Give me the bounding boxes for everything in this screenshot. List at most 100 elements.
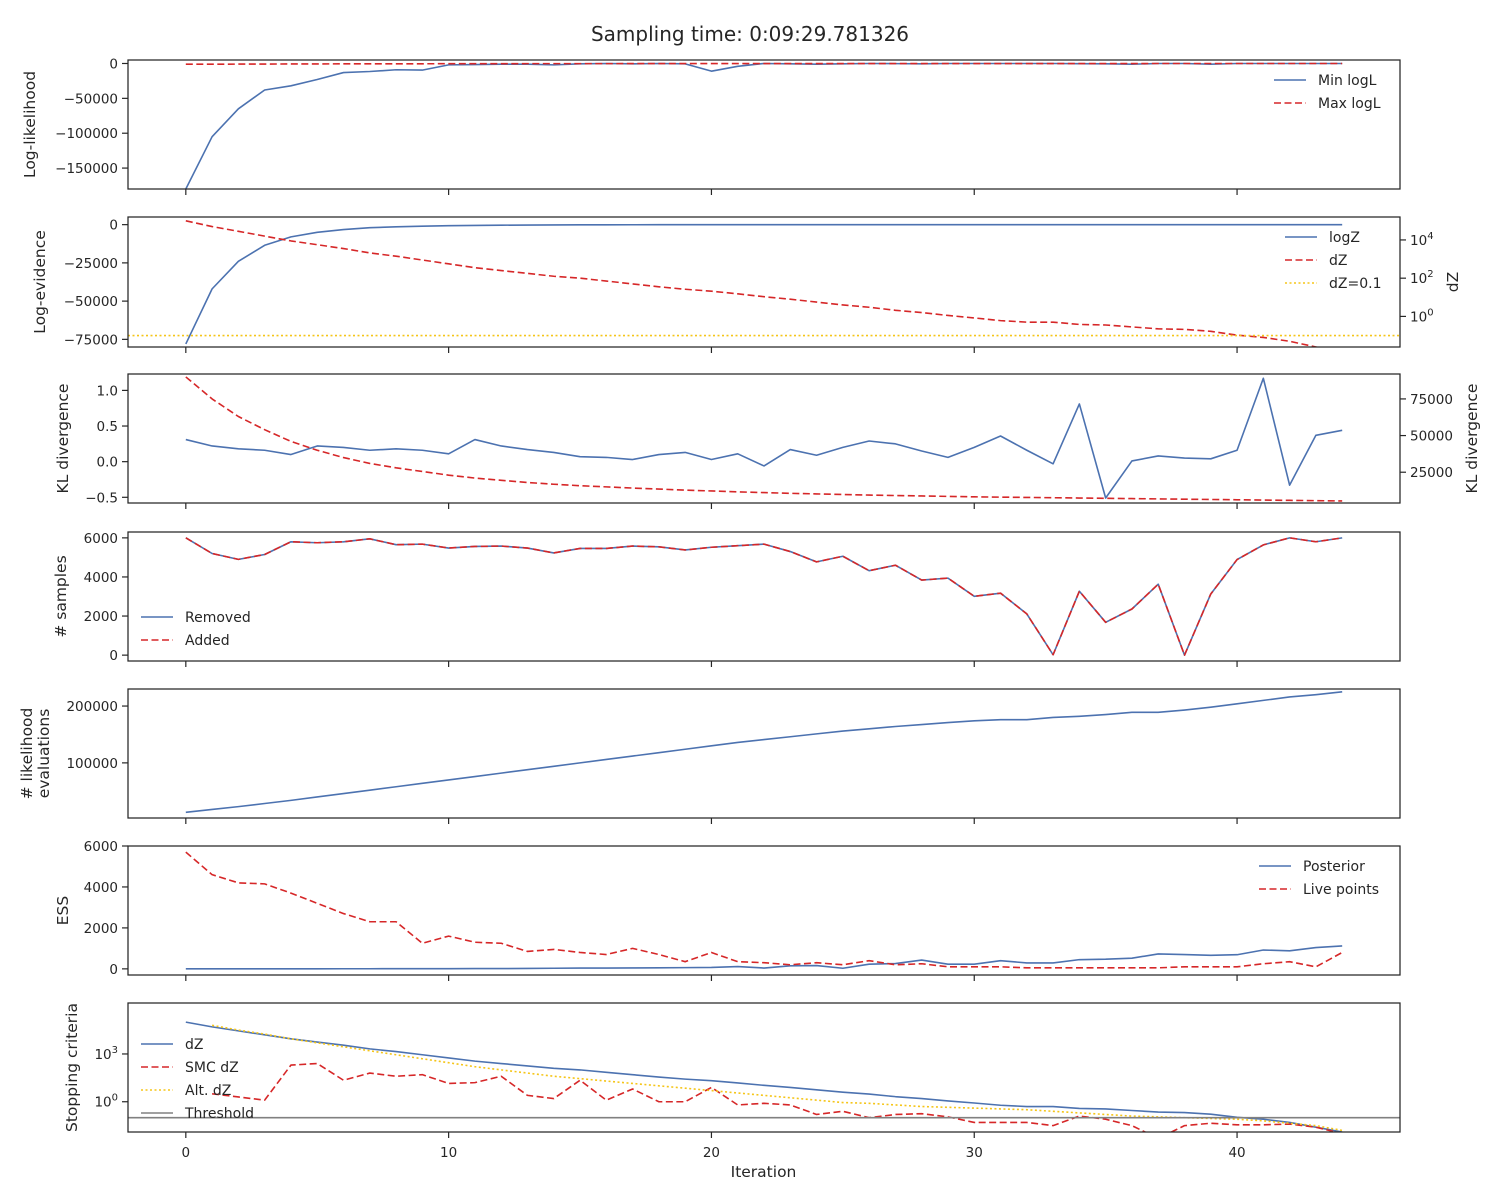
y-tick-label: 2000: [84, 609, 118, 625]
y-tick-label: 0: [109, 962, 118, 978]
series-line-live-points: [185, 851, 1343, 969]
legend-label: Alt. dZ: [185, 1083, 231, 1099]
y-axis-label: # samples: [52, 555, 70, 637]
plot-frame: [127, 373, 1401, 504]
y-tick-label: −0.5: [85, 490, 118, 506]
plot-frame: [127, 216, 1401, 348]
y-tick-label: −50000: [64, 294, 118, 310]
series-group: [128, 220, 1400, 347]
panel-2: 0 −25000 −50000 −75000 104 102 100 Log-evidence…: [31, 216, 1462, 353]
legend-label: dZ=0.1: [1329, 276, 1381, 292]
y-tick-label: 0.0: [97, 455, 118, 471]
series-group: [185, 537, 1343, 656]
legend-label: Removed: [185, 610, 251, 626]
plot-frame: [127, 531, 1401, 662]
series-line-line-1: [185, 691, 1343, 814]
series-line-posterior: [185, 945, 1343, 970]
y-tick-label: 6000: [84, 531, 118, 547]
panel-7: 0 10 20 30 40 103 100 Stopping criteria dZ SMC dZ…: [63, 1002, 1401, 1161]
plot-frame: [127, 688, 1401, 819]
series-line-removed: [185, 537, 1343, 656]
y-axis-label: Stopping criteria: [63, 1003, 81, 1132]
plot-frame: [127, 845, 1401, 976]
legend-label: logZ: [1329, 230, 1360, 246]
plot-frame: [127, 1002, 1401, 1133]
panel-4: 6000 4000 2000 0 # samples Removed Added: [52, 531, 1401, 667]
x-tick-label: 30: [966, 1145, 983, 1161]
series-line-alt-dz: [211, 1024, 1343, 1132]
legend-label: Posterior: [1303, 859, 1365, 875]
legend: Removed Added: [141, 610, 251, 649]
series-line-dz: [185, 1021, 1343, 1132]
y-tick-label: −100000: [55, 126, 118, 142]
y-tick-label: 100000: [66, 756, 118, 772]
legend-label: Min logL: [1318, 73, 1377, 89]
y2-tick-label: 104: [1410, 231, 1434, 249]
x-tick-label: 40: [1228, 1145, 1245, 1161]
x-axis-label: Iteration: [730, 1163, 797, 1181]
y2-axis-label: dZ: [1444, 272, 1462, 292]
y-tick-label: 0.5: [97, 419, 118, 435]
series-line-line-1: [185, 377, 1343, 499]
legend: logZ dZ dZ=0.1: [1285, 230, 1381, 292]
y-tick-label: 6000: [84, 839, 118, 855]
x-tick-label: 0: [182, 1145, 191, 1161]
y-axis-label: ESS: [54, 896, 72, 925]
y2-tick-label: 102: [1410, 269, 1434, 287]
series-group: [185, 62, 1343, 189]
series-line-logz: [185, 223, 1343, 345]
series-group: [185, 691, 1343, 814]
legend-label: dZ: [1329, 253, 1347, 269]
x-tick-label: 10: [440, 1145, 457, 1161]
y-tick-label: −25000: [64, 256, 118, 272]
y-tick-label: −75000: [64, 332, 118, 348]
panel-6: 6000 4000 2000 0 ESS Posterior Live points: [54, 839, 1401, 981]
y2-tick-label: 50000: [1410, 429, 1453, 445]
series-line-line-2: [185, 376, 1343, 502]
legend: Posterior Live points: [1259, 859, 1379, 898]
panel-5: 200000 100000 # likelihoodevaluations: [18, 688, 1401, 824]
series-line-added: [185, 537, 1343, 656]
legend-label: dZ: [185, 1037, 203, 1053]
y2-axis-label: KL divergence: [1463, 384, 1481, 494]
legend: dZ SMC dZ Alt. dZ Threshold: [141, 1037, 254, 1122]
legend: Min logL Max logL: [1274, 73, 1381, 112]
y-tick-label: −150000: [55, 161, 118, 177]
y-tick-label: −50000: [64, 91, 118, 107]
y-tick-label: 1.0: [97, 383, 118, 399]
y-axis-label: Log-likelihood: [21, 71, 39, 178]
series-line-min-logl: [185, 62, 1343, 189]
y-tick-label: 2000: [84, 921, 118, 937]
y-axis-label: # likelihoodevaluations: [18, 708, 53, 800]
x-tick-label: 20: [703, 1145, 720, 1161]
y-tick-label: 0: [109, 56, 118, 72]
legend-label: Max logL: [1318, 96, 1381, 112]
series-line-max-logl: [185, 62, 1343, 65]
legend-label: Threshold: [184, 1106, 254, 1122]
y-tick-label: 200000: [66, 699, 118, 715]
panel-1: 0 −50000 −100000 −150000 Log-likelihood Min l…: [21, 56, 1401, 195]
plot-frame: [127, 59, 1401, 190]
y2-tick-label: 100: [1410, 307, 1434, 325]
legend-label: SMC dZ: [185, 1060, 239, 1076]
y2-tick-label: 75000: [1410, 392, 1453, 408]
y-axis-label: KL divergence: [54, 384, 72, 494]
legend-label: Live points: [1303, 882, 1379, 898]
series-group: [185, 376, 1343, 502]
y-tick-label: 0: [109, 218, 118, 234]
y-tick-label: 4000: [84, 570, 118, 586]
y-tick-label: 100: [94, 1093, 118, 1111]
y2-tick-label: 25000: [1410, 465, 1453, 481]
y-tick-label: 4000: [84, 880, 118, 896]
y-tick-label: 103: [94, 1045, 118, 1063]
legend-label: Added: [185, 633, 230, 649]
panel-3: 1.0 0.5 0.0 −0.5 75000 50000 25000 KL divergenc…: [54, 373, 1481, 509]
series-line-smc-dz: [212, 1062, 1340, 1132]
series-line-dz: [185, 220, 1320, 347]
series-group: [128, 1021, 1400, 1132]
figure-title: Sampling time: 0:09:29.781326: [590, 22, 910, 46]
series-group: [185, 851, 1343, 970]
y-tick-label: 0: [109, 648, 118, 664]
y-axis-label: Log-evidence: [31, 230, 49, 334]
